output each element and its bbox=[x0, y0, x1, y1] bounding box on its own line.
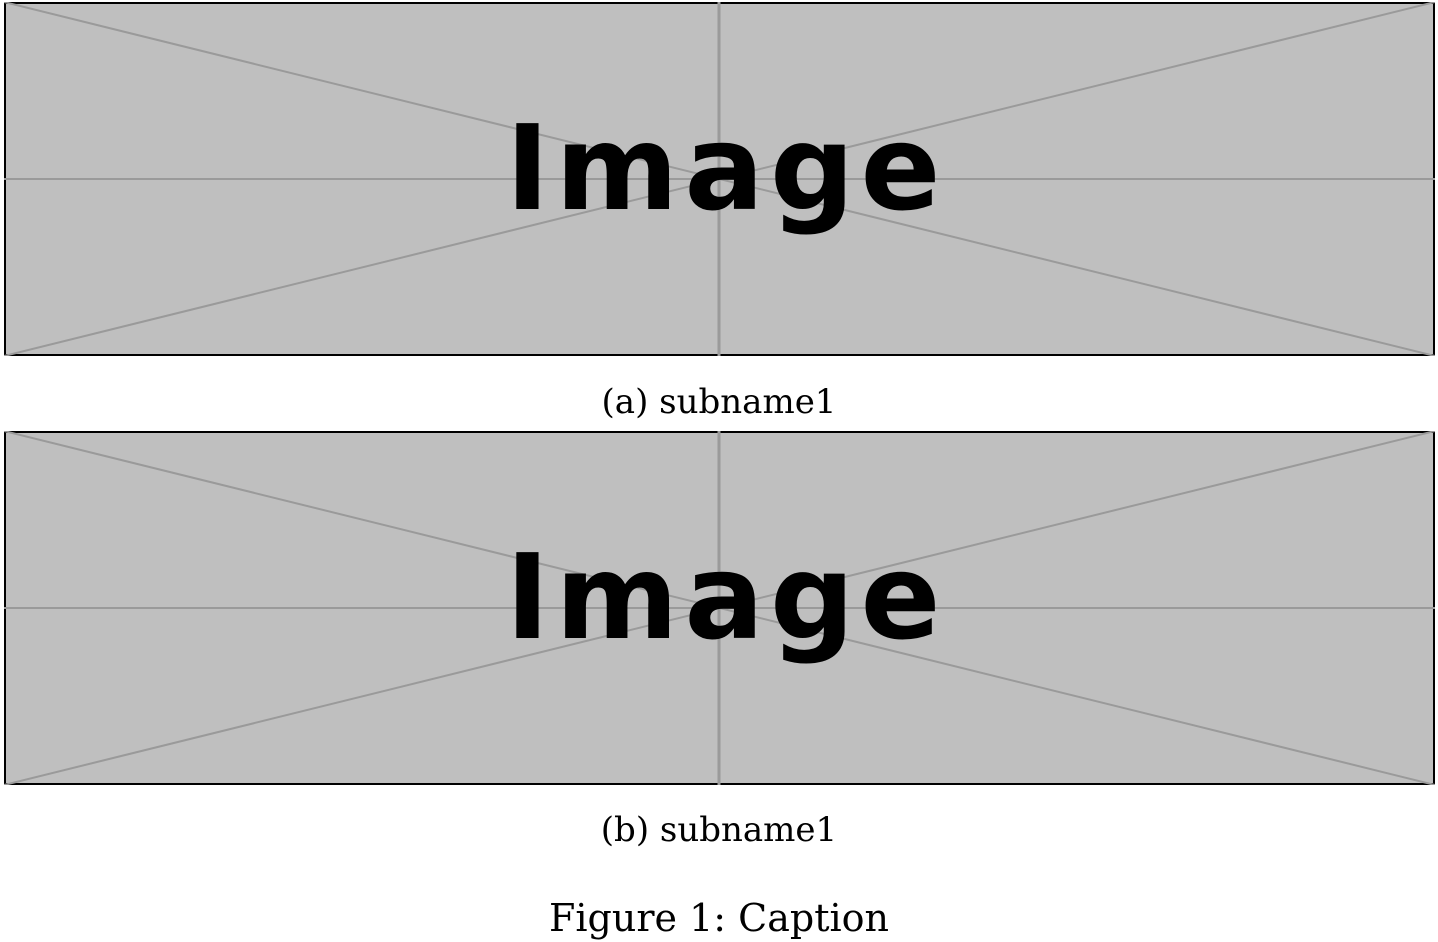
image-placeholder-graphic: Image bbox=[4, 2, 1435, 356]
figure-caption-text: Caption bbox=[738, 896, 889, 940]
placeholder-text: Image bbox=[506, 99, 947, 237]
subcaption-tag: (b) bbox=[600, 810, 650, 850]
figure-label: Figure 1: bbox=[549, 896, 727, 940]
figure-caption: Figure 1: Caption bbox=[0, 896, 1438, 940]
subcaption-b: (b) subname1 bbox=[0, 810, 1438, 850]
placeholder-text: Image bbox=[506, 528, 947, 666]
subcaption-tag: (a) bbox=[601, 382, 649, 422]
subcaption-a: (a) subname1 bbox=[0, 382, 1438, 422]
subfigure-a-image-placeholder: Image bbox=[4, 2, 1435, 356]
subfigure-b-image-placeholder: Image bbox=[4, 431, 1435, 785]
subcaption-name: subname1 bbox=[659, 810, 838, 850]
subcaption-name: subname1 bbox=[659, 382, 837, 422]
image-placeholder-graphic: Image bbox=[4, 431, 1435, 785]
